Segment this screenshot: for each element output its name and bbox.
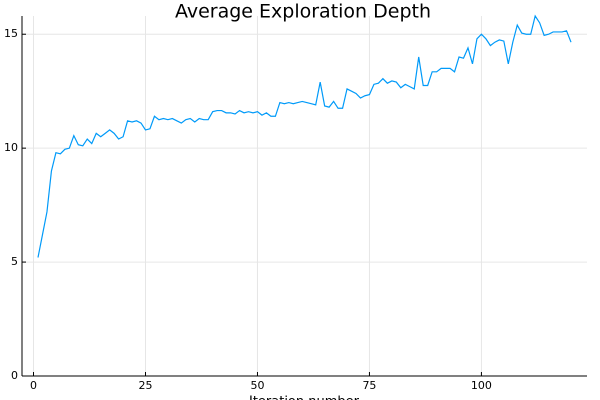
x-tick-label: 0 xyxy=(30,379,37,392)
x-axis-label: Iteration number xyxy=(249,395,360,400)
y-tick-label: 15 xyxy=(4,27,18,40)
y-tick-label: 10 xyxy=(4,141,18,154)
x-tick-label: 50 xyxy=(250,379,264,392)
y-tick-label: 5 xyxy=(11,255,18,268)
x-tick-label: 100 xyxy=(471,379,492,392)
chart-title: Average Exploration Depth xyxy=(175,1,431,23)
x-tick-label: 25 xyxy=(138,379,152,392)
data-line xyxy=(37,14,572,258)
x-tick-label: 75 xyxy=(362,379,376,392)
y-tick-label: 0 xyxy=(11,369,18,382)
